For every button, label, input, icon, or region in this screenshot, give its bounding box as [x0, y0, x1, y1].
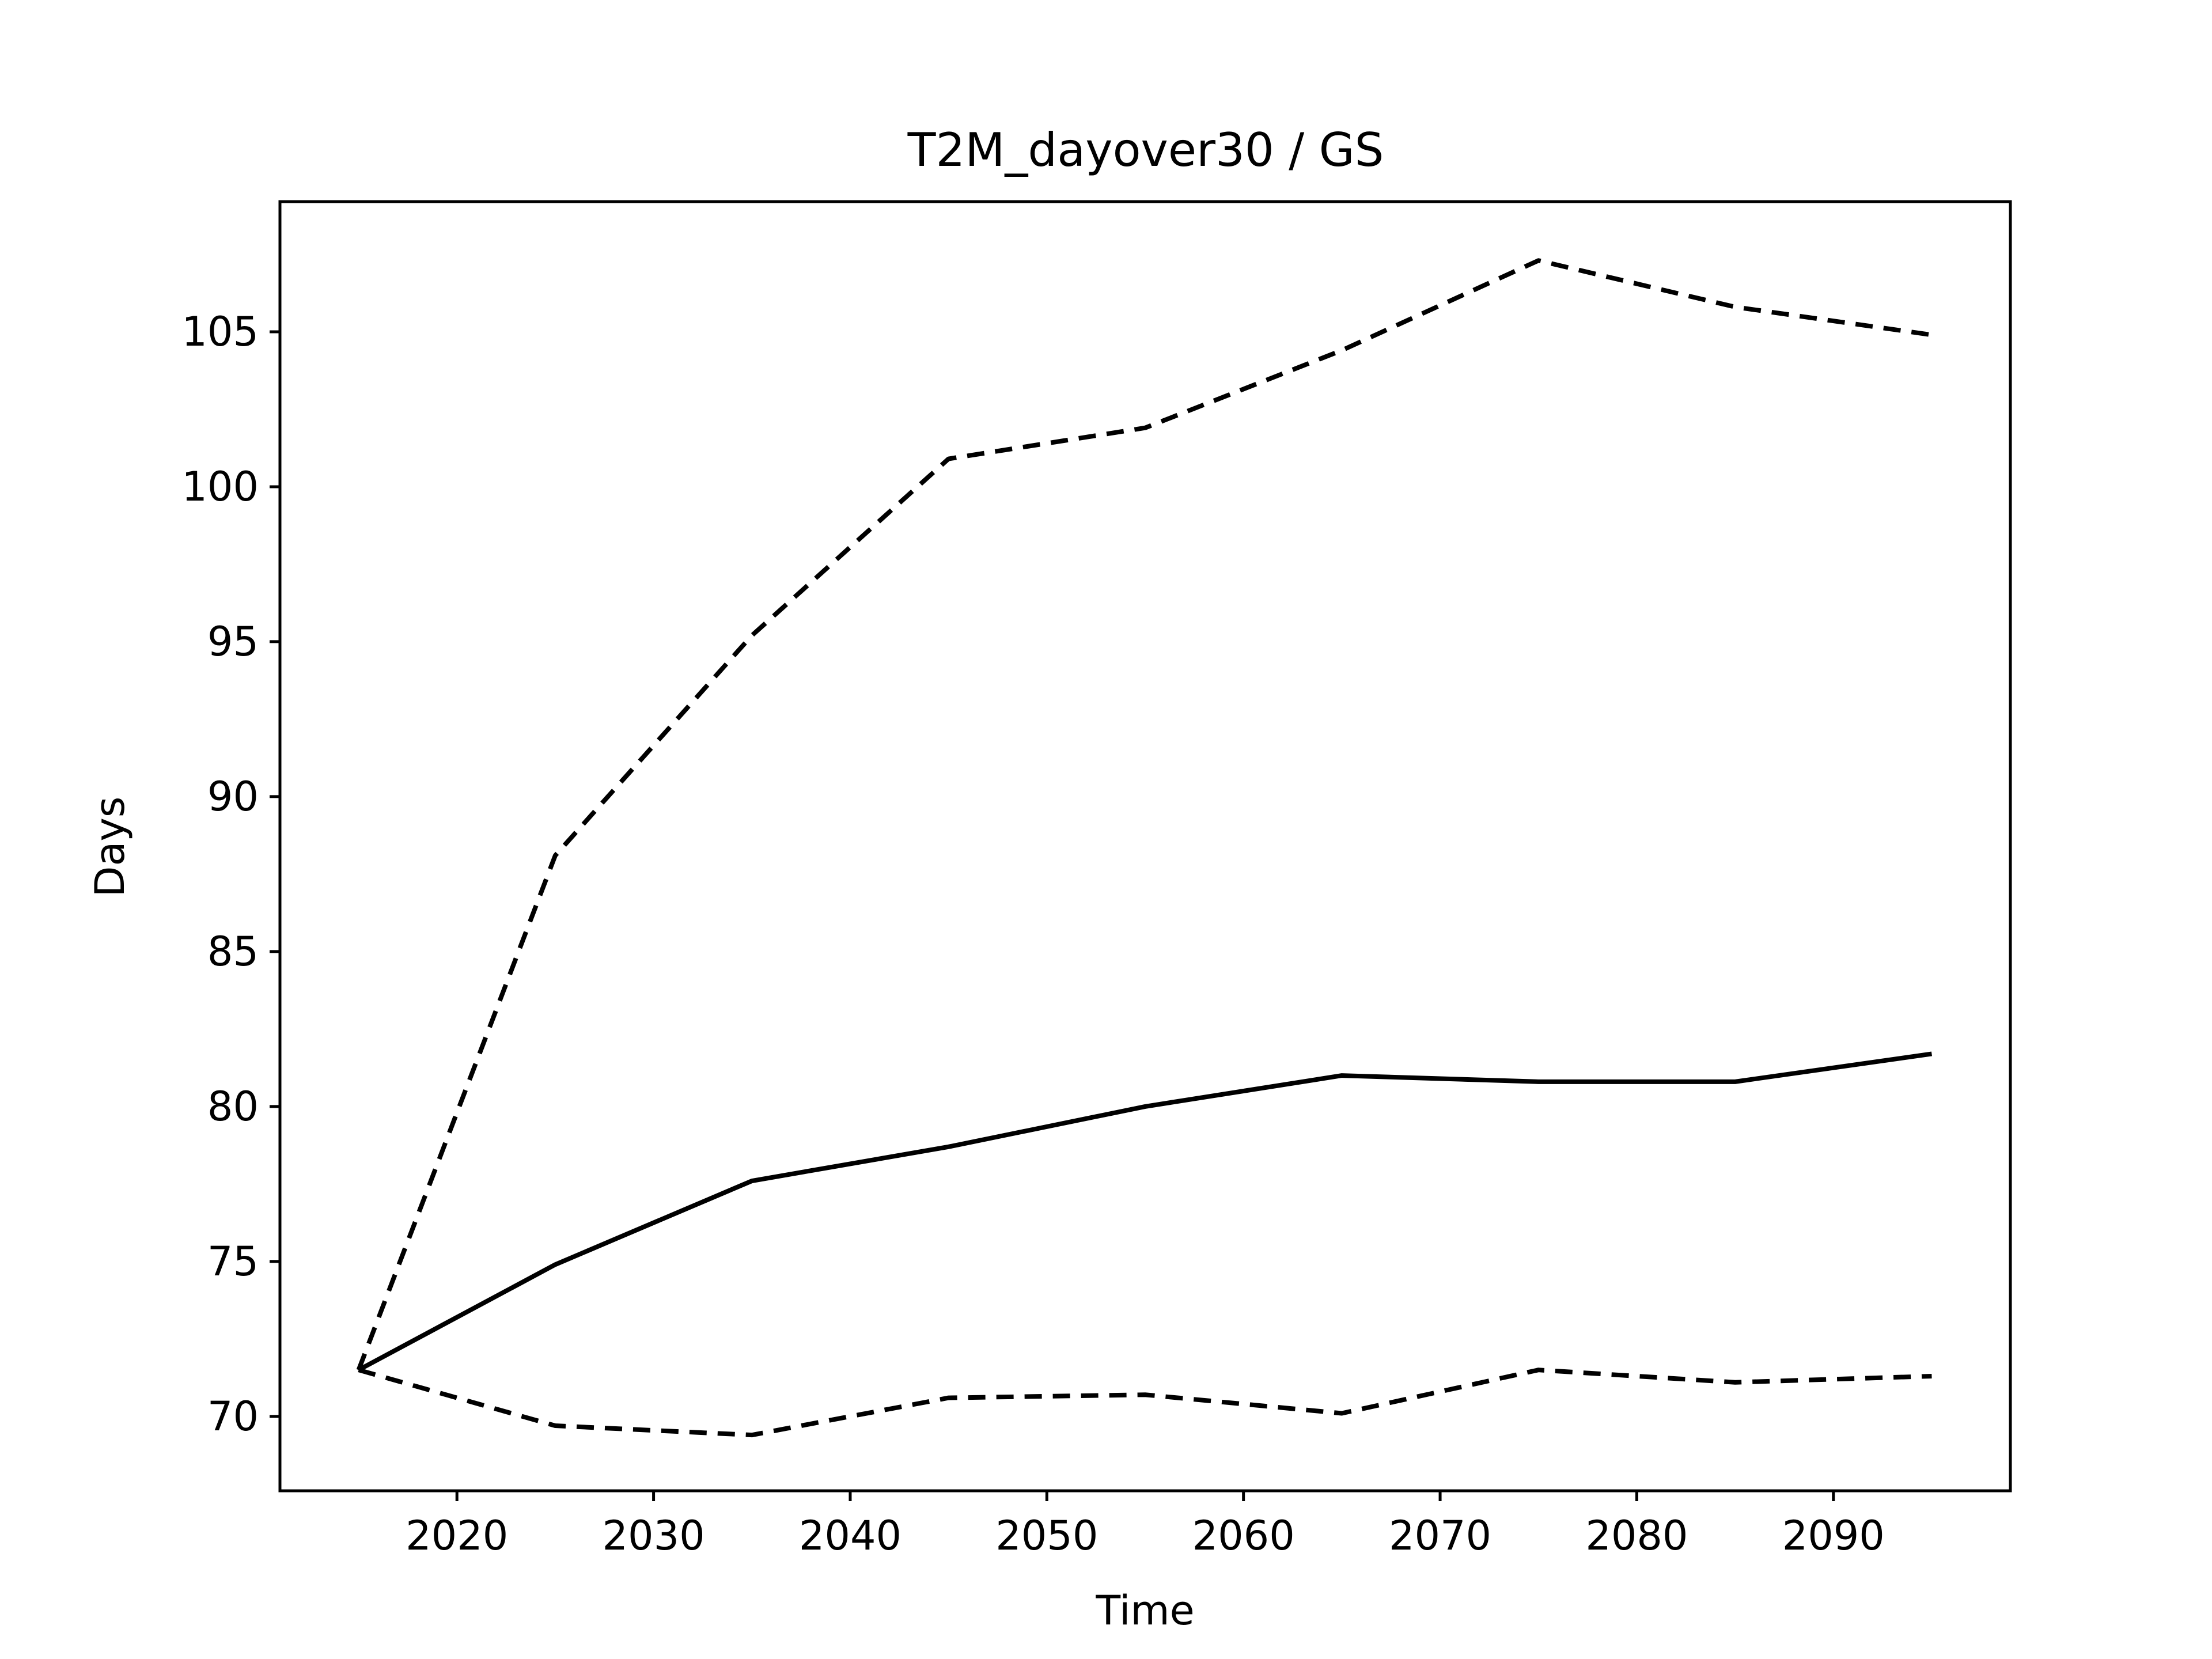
y-tick-label-70: 70	[207, 1393, 259, 1440]
y-tick-label-105: 105	[181, 308, 259, 355]
x-tick-label-2040: 2040	[799, 1512, 902, 1559]
x-axis: 2020 2030 2040 2050 2060 2070 2080 2090	[406, 1491, 1885, 1559]
y-tick-label-75: 75	[207, 1238, 259, 1285]
series-line-1	[356, 258, 1933, 1371]
x-tick-label-2030: 2030	[603, 1512, 705, 1559]
y-tick-label-80: 80	[207, 1083, 259, 1130]
y-axis: 70 75 80 85 90 95 100 105	[181, 308, 280, 1440]
y-tick-label-100: 100	[181, 463, 259, 510]
x-axis-label: Time	[1095, 1587, 1194, 1634]
plot-frame	[278, 200, 2012, 1493]
y-tick-label-85: 85	[207, 928, 259, 975]
x-tick-label-2070: 2070	[1389, 1512, 1491, 1559]
y-tick-label-95: 95	[207, 618, 259, 665]
x-tick-label-2080: 2080	[1585, 1512, 1688, 1559]
x-tick-label-2020: 2020	[406, 1512, 508, 1559]
plot-area	[356, 258, 1933, 1438]
y-tick-label-90: 90	[207, 773, 259, 820]
y-axis-label: Days	[86, 797, 134, 897]
x-tick-label-2060: 2060	[1192, 1512, 1295, 1559]
chart-title: T2M_dayover30 / GS	[907, 123, 1384, 177]
x-tick-label-2090: 2090	[1782, 1512, 1885, 1559]
x-tick-label-2050: 2050	[995, 1512, 1098, 1559]
series-line-3	[358, 1368, 1932, 1438]
series-line-2	[357, 1051, 1933, 1372]
